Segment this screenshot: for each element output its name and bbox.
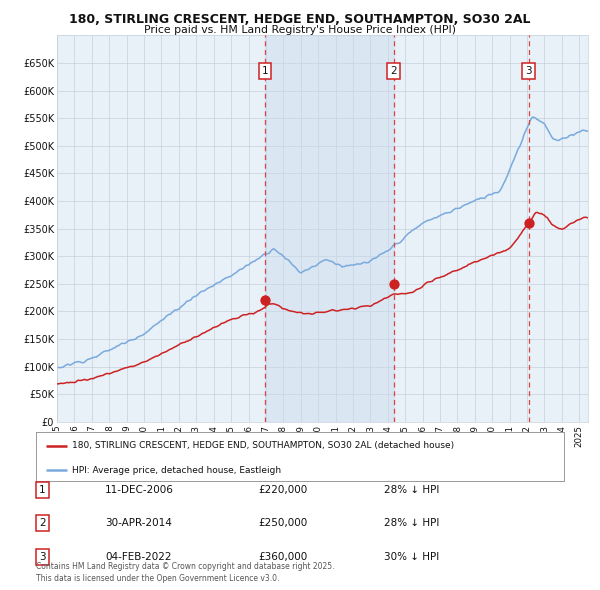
Text: 3: 3 bbox=[39, 552, 46, 562]
Text: Contains HM Land Registry data © Crown copyright and database right 2025.
This d: Contains HM Land Registry data © Crown c… bbox=[36, 562, 335, 583]
Text: 30-APR-2014: 30-APR-2014 bbox=[105, 519, 172, 528]
Text: Price paid vs. HM Land Registry's House Price Index (HPI): Price paid vs. HM Land Registry's House … bbox=[144, 25, 456, 35]
Text: £360,000: £360,000 bbox=[258, 552, 307, 562]
Bar bbox=[265, 35, 394, 422]
Text: 2: 2 bbox=[390, 66, 397, 76]
Text: £250,000: £250,000 bbox=[258, 519, 307, 528]
Point bbox=[524, 218, 533, 228]
Text: HPI: Average price, detached house, Eastleigh: HPI: Average price, detached house, East… bbox=[72, 466, 281, 475]
Text: 30% ↓ HPI: 30% ↓ HPI bbox=[384, 552, 439, 562]
Text: 11-DEC-2006: 11-DEC-2006 bbox=[105, 485, 174, 494]
Text: 1: 1 bbox=[39, 485, 46, 494]
Text: 2: 2 bbox=[39, 519, 46, 528]
Text: 1: 1 bbox=[262, 66, 268, 76]
Text: 28% ↓ HPI: 28% ↓ HPI bbox=[384, 519, 439, 528]
Text: 04-FEB-2022: 04-FEB-2022 bbox=[105, 552, 172, 562]
Text: 28% ↓ HPI: 28% ↓ HPI bbox=[384, 485, 439, 494]
Point bbox=[260, 296, 269, 305]
Text: 180, STIRLING CRESCENT, HEDGE END, SOUTHAMPTON, SO30 2AL: 180, STIRLING CRESCENT, HEDGE END, SOUTH… bbox=[69, 13, 531, 26]
Text: £220,000: £220,000 bbox=[258, 485, 307, 494]
Text: 3: 3 bbox=[526, 66, 532, 76]
Text: 180, STIRLING CRESCENT, HEDGE END, SOUTHAMPTON, SO30 2AL (detached house): 180, STIRLING CRESCENT, HEDGE END, SOUTH… bbox=[72, 441, 454, 450]
Point bbox=[389, 279, 398, 289]
